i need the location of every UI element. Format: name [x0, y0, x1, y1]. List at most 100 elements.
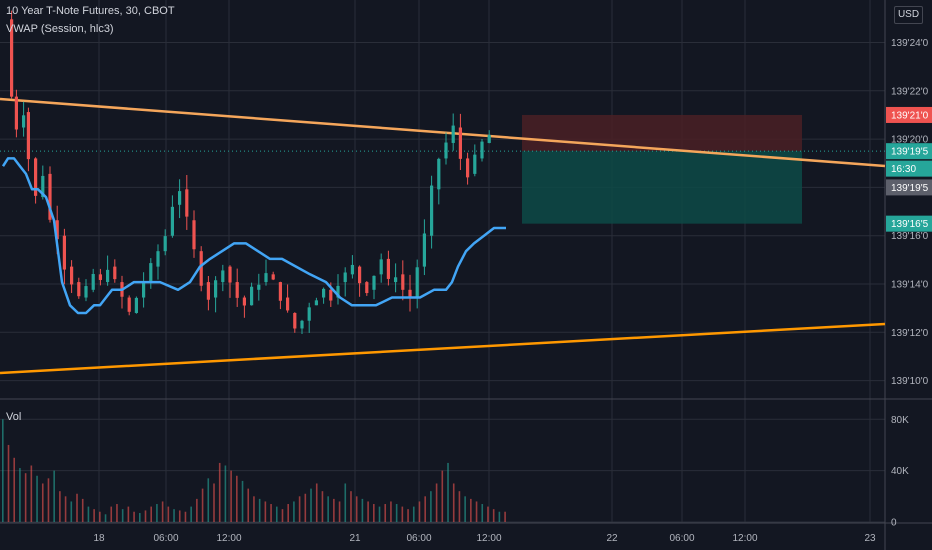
candle-body	[408, 289, 412, 298]
volume-bar	[441, 470, 444, 522]
volume-bar	[110, 506, 113, 522]
candle-body	[415, 267, 419, 298]
volume-bar	[310, 488, 312, 522]
price-badges: 139'21'0 139'19'5 16:30 139'19'5 139'16'5	[886, 106, 932, 232]
volume-bar	[99, 511, 101, 522]
candle-body	[192, 220, 196, 250]
volume-label[interactable]: Vol	[6, 411, 22, 423]
candle-body	[480, 141, 484, 159]
indicator-label[interactable]: VWAP (Session, hlc3)	[6, 23, 114, 35]
candle-body	[278, 282, 282, 301]
volume-bar	[121, 509, 124, 522]
currency-button[interactable]: USD	[894, 6, 923, 24]
price-tick-label: 139'24'0	[891, 38, 929, 49]
price-badge	[886, 179, 932, 196]
volume-bar	[275, 506, 278, 522]
price-tick-label: 139'12'0	[891, 328, 929, 339]
volume-bar	[338, 501, 341, 522]
candle-body	[156, 251, 160, 267]
volume-bar	[327, 496, 329, 522]
candle-body	[149, 263, 153, 283]
volume-bar	[350, 491, 352, 522]
candle-body	[235, 282, 239, 298]
candle-body	[386, 258, 390, 279]
candle-body	[343, 272, 347, 283]
candle-body	[34, 158, 38, 196]
candle-body	[70, 266, 74, 285]
candle-body	[336, 285, 340, 298]
candle-body	[322, 288, 326, 298]
volume-bar	[104, 514, 107, 522]
volume-bar	[64, 496, 67, 522]
volume-bar	[395, 504, 398, 522]
price-tick-label: 139'22'0	[891, 86, 929, 97]
candle-body	[314, 300, 318, 306]
candle-body	[458, 127, 462, 159]
volume-bar	[264, 501, 267, 522]
candle-body	[199, 251, 203, 286]
volume-bar	[184, 511, 187, 522]
volume-bar	[70, 501, 73, 522]
candle-body	[300, 320, 304, 329]
candle-body	[444, 142, 448, 159]
position-tool-zones[interactable]	[0, 114, 885, 224]
candle-body	[293, 312, 297, 329]
upper-trendline	[0, 97, 886, 168]
candle-body	[163, 236, 167, 252]
volume-bar	[418, 501, 421, 522]
candle-body	[372, 275, 376, 290]
candle-body	[228, 266, 232, 283]
volume-bar	[412, 506, 415, 522]
price-badge	[886, 143, 932, 160]
candle-body	[185, 189, 189, 217]
stop-loss-zone	[522, 114, 802, 152]
chart-title[interactable]: 10 Year T-Note Futures, 30, CBOT	[6, 5, 175, 17]
volume-bar	[298, 496, 301, 522]
volume-bar	[7, 444, 10, 522]
volume-bar	[218, 462, 221, 522]
candle-body	[307, 307, 311, 321]
candle-body	[473, 154, 477, 174]
volume-bar	[424, 496, 426, 522]
volume-bar	[207, 478, 210, 522]
volume-bar	[464, 496, 466, 522]
volume-bar	[30, 465, 33, 522]
time-tick-label: 06:00	[153, 533, 178, 544]
volume-bar	[144, 510, 147, 522]
volume-bar	[36, 475, 38, 522]
volume-bar	[458, 491, 461, 522]
price-badge-label: 139'19'5	[891, 183, 929, 194]
take-profit-zone	[522, 151, 802, 224]
lower-trendline	[0, 322, 886, 375]
volume-bar	[173, 509, 175, 522]
volume-bar	[213, 483, 215, 522]
price-tick-label: 139'16'0	[891, 231, 929, 242]
volume-bar	[138, 513, 141, 522]
volume-bar	[247, 488, 250, 522]
volume-bar	[281, 509, 284, 522]
candle-body	[22, 115, 26, 128]
volume-bar	[447, 462, 449, 522]
trendlines[interactable]	[0, 97, 886, 375]
candle-body	[206, 282, 210, 300]
volume-bar	[390, 501, 392, 522]
price-tick-label: 139'10'0	[891, 376, 929, 387]
volume-bar	[321, 491, 324, 522]
volume-bar	[481, 504, 484, 522]
volume-bar	[150, 506, 153, 522]
volume-bar	[304, 493, 307, 522]
volume-bar	[498, 511, 501, 522]
candle-body	[271, 274, 275, 280]
volume-bar	[287, 504, 289, 522]
candle-body	[257, 284, 261, 290]
volume-bar	[201, 488, 204, 522]
candle-body	[170, 206, 174, 236]
candle-body	[178, 191, 182, 205]
candle-body	[365, 282, 369, 294]
volume-bar	[367, 501, 369, 522]
volume-bar	[373, 504, 375, 522]
volume-tick-label: 40K	[891, 466, 909, 477]
candle-body	[379, 259, 383, 275]
candle-body	[286, 297, 290, 311]
